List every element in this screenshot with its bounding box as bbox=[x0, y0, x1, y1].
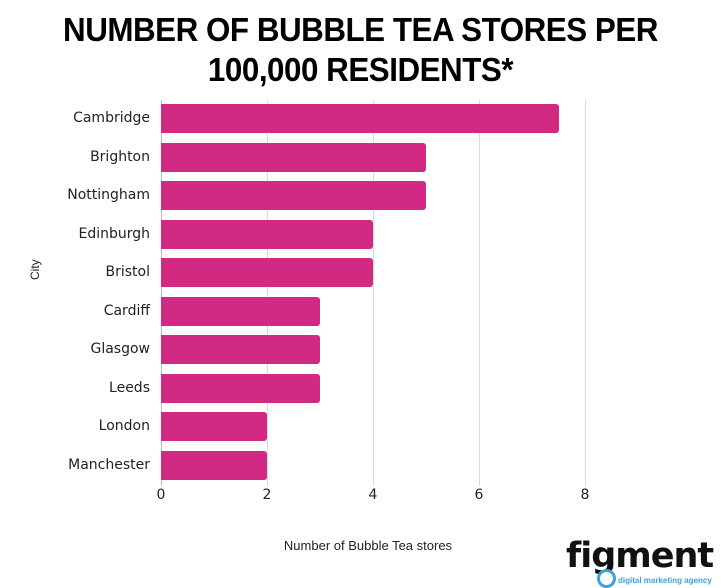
bar bbox=[161, 219, 373, 249]
chart-title-line-2: 100,000 RESIDENTS* bbox=[207, 51, 514, 88]
x-tick-label: 8 bbox=[580, 487, 590, 503]
y-tick-label: Bristol bbox=[105, 264, 151, 280]
y-tick-label: Nottingham bbox=[67, 187, 150, 203]
x-axis-title: Number of Bubble Tea stores bbox=[283, 538, 453, 553]
bar bbox=[161, 296, 320, 326]
logo-tagline: digital marketing agency bbox=[618, 576, 712, 585]
plot-area bbox=[161, 100, 601, 486]
bar bbox=[161, 412, 267, 441]
chart-title-line-1: NUMBER OF BUBBLE TEA STORES PER bbox=[63, 11, 658, 48]
bar bbox=[161, 104, 559, 133]
bar bbox=[161, 335, 320, 364]
y-axis-line bbox=[161, 100, 162, 486]
bar bbox=[161, 450, 267, 480]
gridline bbox=[585, 100, 586, 486]
y-tick-label: Cambridge bbox=[73, 110, 150, 126]
gridline bbox=[267, 100, 268, 486]
gridline bbox=[373, 100, 374, 486]
y-tick-label: London bbox=[98, 418, 150, 434]
y-tick-label: Glasgow bbox=[90, 341, 150, 357]
logo-ring-icon bbox=[597, 569, 616, 588]
chart-title: NUMBER OF BUBBLE TEA STORES PER 100,000 … bbox=[18, 10, 703, 90]
x-tick-label: 2 bbox=[262, 487, 272, 503]
y-tick-label: Cardiff bbox=[103, 302, 150, 319]
y-tick-label: Manchester bbox=[68, 456, 150, 473]
y-tick-label: Leeds bbox=[109, 379, 150, 396]
gridline bbox=[479, 100, 480, 486]
x-tick-label: 0 bbox=[156, 487, 166, 503]
y-tick-label: Edinburgh bbox=[78, 225, 150, 242]
bar bbox=[161, 373, 320, 403]
bar bbox=[161, 258, 373, 287]
figment-logo: figment bbox=[566, 536, 714, 576]
bar bbox=[161, 142, 426, 172]
x-tick-label: 4 bbox=[368, 487, 378, 503]
x-tick-label: 6 bbox=[474, 487, 484, 503]
y-tick-label: Brighton bbox=[90, 148, 150, 165]
bar bbox=[161, 181, 426, 210]
